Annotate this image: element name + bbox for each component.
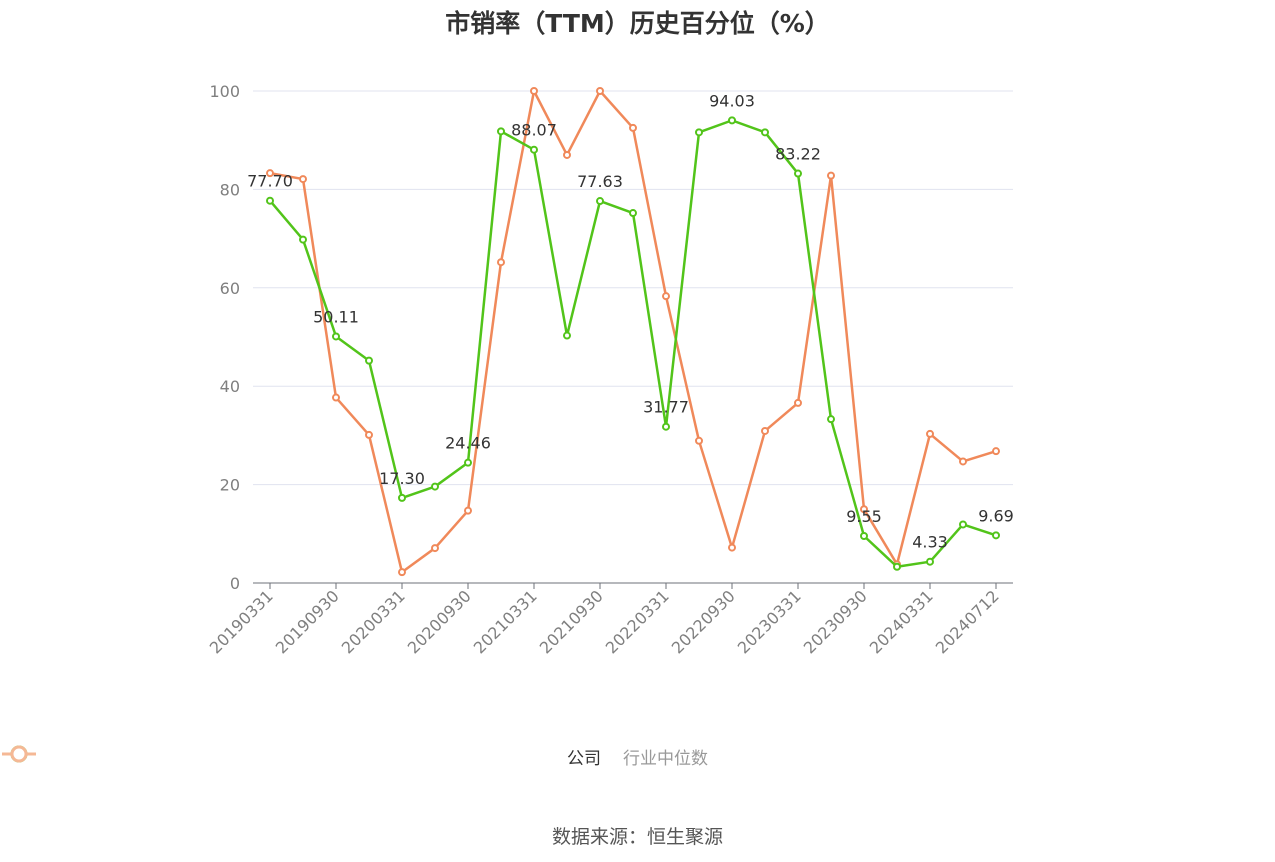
series-1-point-20 (926, 429, 934, 438)
series-1-point-2 (332, 393, 340, 402)
series-0-point-9 (563, 331, 571, 340)
series-0-point-14 (728, 116, 736, 125)
legend-company-label: 公司 (567, 749, 601, 769)
x-tick-label-8: 20230331 (734, 586, 805, 657)
x-tick-label-4: 20210331 (470, 586, 541, 657)
series-1-point-4 (398, 568, 406, 577)
data-label-12: 31.77 (643, 398, 689, 417)
series-1-point-21 (959, 457, 967, 466)
series-0-point-18 (860, 532, 868, 541)
data-label-2: 50.11 (313, 307, 359, 326)
legend-item-company[interactable]: 公司 (2, 744, 601, 769)
series-0-point-4 (398, 493, 406, 502)
series-1-point-3 (365, 430, 373, 439)
data-label-14: 94.03 (709, 91, 755, 110)
series-0-point-19 (893, 562, 901, 571)
series-0-point-0 (266, 196, 274, 205)
series-1-point-22 (992, 447, 1000, 456)
series-1-point-5 (431, 544, 439, 553)
x-tick-label-10: 20240331 (866, 586, 937, 657)
data-label-18: 9.55 (846, 507, 882, 526)
x-tick-label-11: 20240712 (932, 586, 1003, 657)
y-tick-label-1: 20 (220, 476, 240, 495)
y-tick-label-3: 60 (220, 279, 240, 298)
data-source: 数据来源：恒生聚源 (551, 826, 723, 848)
y-tick-label-0: 0 (230, 574, 240, 593)
x-tick-label-6: 20220331 (602, 586, 673, 657)
data-label-22: 9.69 (978, 506, 1014, 525)
series-0-point-13 (695, 128, 703, 137)
series-0-point-2 (332, 332, 340, 341)
y-tick-label-2: 40 (220, 377, 240, 396)
y-tick-label-5: 100 (209, 82, 240, 101)
series-line-1 (269, 89, 997, 574)
legend: 公司 行业中位数 (0, 744, 1275, 769)
y-tick-label-4: 80 (220, 180, 240, 199)
x-tick-label-3: 20200930 (404, 586, 475, 657)
series-0-point-5 (431, 482, 439, 491)
series-1-point-18 (860, 505, 868, 514)
series-1-point-0 (266, 169, 274, 178)
chart-title: 市销率（TTM）历史百分位（%） (445, 9, 830, 38)
x-tick-label-5: 20210930 (536, 586, 607, 657)
series-0-point-7 (497, 127, 505, 136)
series-0-point-3 (365, 356, 373, 365)
series-1-point-9 (563, 150, 571, 159)
series-1-point-12 (662, 292, 670, 301)
data-label-10: 77.63 (577, 172, 623, 191)
legend-item-industry-median[interactable]: 行业中位数 (2, 744, 708, 769)
series-0-point-17 (827, 415, 835, 424)
series-1-point-17 (827, 171, 835, 180)
series-0-point-1 (299, 235, 307, 244)
data-label-8: 88.07 (511, 121, 557, 140)
series-1-point-11 (629, 123, 637, 132)
series-1-point-6 (464, 506, 472, 515)
data-label-0: 77.70 (247, 172, 293, 191)
series-0-point-12 (662, 422, 670, 431)
series-0-point-22 (992, 531, 1000, 540)
data-label-16: 83.22 (775, 145, 821, 164)
data-label-6: 24.46 (445, 434, 491, 453)
legend-industry-label: 行业中位数 (623, 749, 708, 769)
data-label-4: 17.30 (379, 469, 425, 488)
data-label-20: 4.33 (912, 533, 948, 552)
series-1-point-13 (695, 436, 703, 445)
series-0-point-20 (926, 557, 934, 566)
series-0-point-16 (794, 169, 802, 178)
series-0-point-21 (959, 520, 967, 529)
series-0-point-6 (464, 458, 472, 467)
x-tick-label-0: 20190331 (206, 586, 277, 657)
series-1-point-1 (299, 175, 307, 184)
series-1-point-16 (794, 398, 802, 407)
series-1-point-14 (728, 543, 736, 552)
series-0-point-15 (761, 128, 769, 137)
x-tick-label-2: 20200331 (338, 586, 409, 657)
series-line-0 (269, 119, 997, 569)
legend-industry-icon (2, 745, 36, 763)
series-1-point-10 (596, 87, 604, 95)
series-1-point-15 (761, 426, 769, 435)
series-1-point-7 (497, 258, 505, 267)
x-tick-label-9: 20230930 (800, 586, 871, 657)
series-0-point-8 (530, 145, 538, 154)
series-0-point-10 (596, 197, 604, 206)
x-tick-label-7: 20220930 (668, 586, 739, 657)
series-1-point-8 (530, 87, 538, 95)
series-0-point-11 (629, 209, 637, 218)
x-tick-label-1: 20190930 (272, 586, 343, 657)
